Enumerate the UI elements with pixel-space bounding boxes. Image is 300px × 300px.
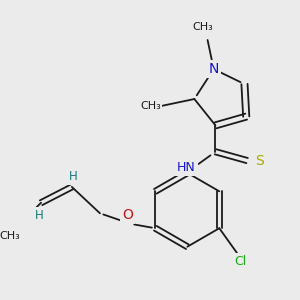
Text: CH₃: CH₃ <box>140 101 161 111</box>
Text: N: N <box>208 62 219 76</box>
Text: O: O <box>122 208 133 222</box>
Text: Cl: Cl <box>234 255 247 268</box>
Text: H: H <box>69 170 78 183</box>
Text: CH₃: CH₃ <box>0 231 20 241</box>
Text: HN: HN <box>177 161 196 174</box>
Text: CH₃: CH₃ <box>192 22 213 32</box>
Text: S: S <box>255 154 264 167</box>
Text: H: H <box>35 208 44 222</box>
